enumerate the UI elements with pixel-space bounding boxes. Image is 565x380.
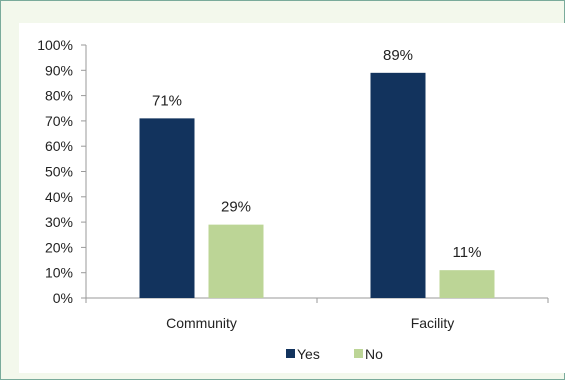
bar-no-community	[208, 224, 264, 298]
legend-swatch-yes	[286, 349, 295, 358]
y-tick-label: 10%	[45, 265, 73, 281]
data-label: 71%	[152, 92, 182, 109]
bar-no-facility	[439, 270, 495, 298]
data-label: 29%	[221, 199, 251, 216]
legend-label: Yes	[297, 346, 320, 362]
data-label: 89%	[383, 47, 413, 64]
y-tick-label: 40%	[45, 189, 73, 205]
y-tick-label: 100%	[37, 37, 73, 53]
y-tick-label: 70%	[45, 113, 73, 129]
y-tick-label: 60%	[45, 138, 73, 154]
legend-swatch-no	[354, 349, 363, 358]
data-label: 11%	[453, 244, 482, 261]
y-tick-label: 90%	[45, 62, 73, 78]
chart-plot-area	[19, 23, 565, 373]
y-tick-label: 80%	[45, 88, 73, 104]
x-category-label: Community	[166, 315, 237, 331]
y-tick-label: 0%	[53, 290, 73, 306]
bar-yes-community	[139, 118, 195, 299]
bar-yes-facility	[370, 72, 426, 298]
legend-label: No	[365, 346, 383, 362]
y-tick-label: 20%	[45, 239, 73, 255]
x-category-label: Facility	[411, 315, 455, 331]
y-tick-label: 30%	[45, 214, 73, 230]
y-tick-label: 50%	[45, 164, 73, 180]
